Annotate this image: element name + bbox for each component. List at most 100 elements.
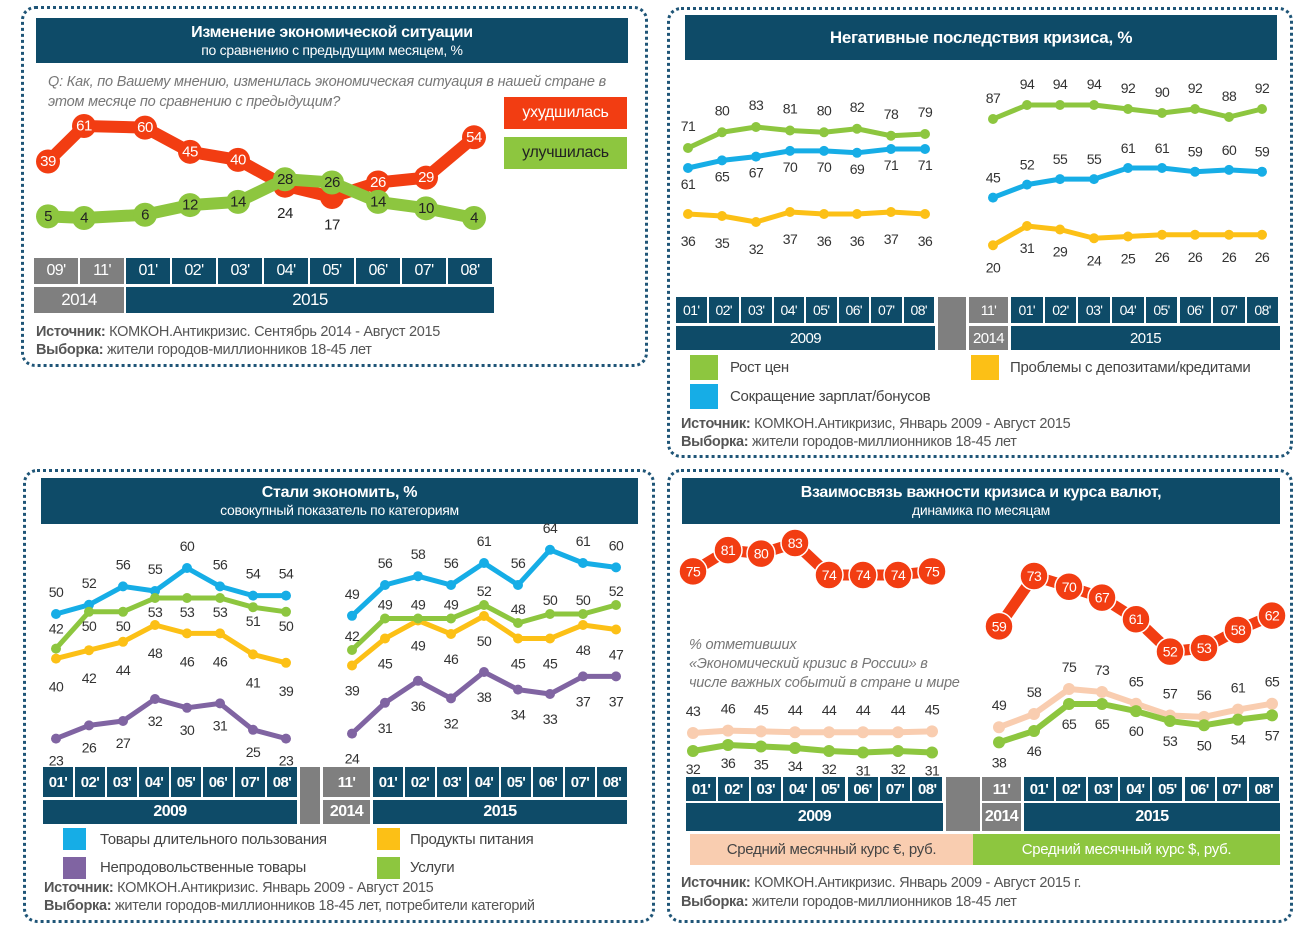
- month-cell: 05': [1152, 777, 1183, 801]
- data-label: 12: [182, 197, 198, 214]
- data-point: [886, 144, 896, 154]
- source-label: Источник:: [681, 875, 751, 891]
- data-label: 36: [681, 233, 696, 249]
- data-point: [1224, 112, 1234, 122]
- data-point: [886, 130, 896, 141]
- data-label: 37: [609, 693, 624, 709]
- data-point: [755, 725, 767, 738]
- data-label: 45: [182, 143, 198, 160]
- data-point: [150, 694, 160, 704]
- data-label: 44: [822, 702, 837, 718]
- data-point: [413, 571, 423, 582]
- data-point: [118, 606, 128, 617]
- month-cell: 07': [879, 777, 911, 801]
- data-label: 29: [418, 169, 434, 186]
- data-point: [215, 593, 225, 603]
- data-label: 65: [1265, 674, 1280, 690]
- data-label: 27: [116, 735, 131, 751]
- chart-title: Изменение экономической ситуации: [191, 23, 473, 41]
- data-label: 70: [783, 159, 798, 175]
- data-label: 92: [1255, 80, 1270, 96]
- data-point: [857, 726, 869, 739]
- data-label: 52: [609, 583, 624, 599]
- series-line: [55, 565, 286, 617]
- axis-gap-block: [946, 777, 980, 831]
- data-point: [1022, 221, 1032, 231]
- month-cell: 01': [1011, 297, 1043, 323]
- legend-label: Продукты питания: [410, 831, 534, 848]
- data-label: 49: [411, 597, 426, 613]
- sample-text: жители городов-миллионников 18-45 лет, п…: [115, 898, 535, 914]
- legend-bar: Средний месячный курс $, руб.: [973, 834, 1280, 865]
- series-line: [686, 124, 926, 151]
- survey-question: Q: Как, по Вашему мнению, изменилась эко…: [48, 74, 606, 110]
- chart-note: % отметивших «Экономический кризис в Рос…: [689, 636, 1009, 693]
- data-point: [281, 657, 291, 668]
- data-label: 46: [180, 653, 195, 669]
- month-cell: 08': [912, 777, 943, 801]
- sample-text: жители городов-миллионников 18-45 лет: [752, 434, 1017, 450]
- source-label: Источник:: [681, 416, 751, 432]
- data-point: [611, 600, 621, 610]
- data-point: [713, 535, 743, 565]
- data-label: 94: [1053, 76, 1068, 92]
- data-label: 60: [137, 119, 153, 136]
- data-point: [1096, 685, 1108, 698]
- data-point: [1063, 683, 1075, 695]
- data-label: 56: [444, 555, 459, 571]
- data-label: 4: [470, 210, 478, 227]
- source-line: Источник: КОМКОН.Антикризис. Сентябрь 20…: [36, 323, 440, 341]
- data-label: 40: [49, 679, 64, 695]
- data-point: [446, 613, 456, 624]
- data-label: 79: [918, 104, 933, 120]
- data-point: [51, 653, 61, 664]
- chart-header: Стали экономить, % совокупный показатель…: [41, 478, 638, 524]
- axis-gap-block: [938, 297, 966, 350]
- data-label: 41: [246, 674, 261, 690]
- data-label: 80: [817, 102, 832, 118]
- data-point: [226, 147, 250, 172]
- month-cell: 02': [718, 777, 749, 801]
- data-point: [380, 580, 390, 590]
- data-label: 71: [681, 118, 696, 134]
- data-label: 94: [1020, 76, 1035, 92]
- month-cell: 08': [903, 297, 934, 323]
- data-label: 46: [1027, 743, 1042, 759]
- data-point: [746, 538, 776, 569]
- data-label: 33: [543, 711, 558, 727]
- data-label: 78: [884, 106, 899, 122]
- data-label: 26: [1155, 249, 1170, 265]
- data-point: [1257, 104, 1267, 114]
- chart-3-plot: 50 52 56 55 60 56 54 54 49 56 58 56 61 56 64 61 60 40 42 44…: [49, 520, 625, 769]
- data-point: [984, 611, 1014, 642]
- data-point: [273, 167, 297, 192]
- data-label: 51: [246, 613, 261, 629]
- data-point: [1055, 100, 1065, 110]
- data-point: [857, 746, 869, 759]
- data-point: [72, 206, 96, 230]
- data-label: 55: [1053, 151, 1068, 167]
- data-label: 30: [180, 722, 195, 738]
- data-label: 56: [378, 555, 393, 571]
- data-point: [926, 725, 938, 738]
- data-label: 80: [754, 546, 769, 562]
- data-label: 92: [1188, 80, 1203, 96]
- month-cell: 04': [773, 297, 804, 323]
- data-point: [1019, 561, 1049, 591]
- data-point: [751, 151, 761, 162]
- month-cell: 06': [1179, 297, 1211, 323]
- chart-subtitle: динамика по месяцам: [911, 502, 1051, 518]
- data-point: [683, 143, 693, 153]
- data-point: [717, 155, 727, 166]
- data-label: 49: [378, 597, 393, 613]
- legend-label: Сокращение зарплат/бонусов: [730, 388, 931, 405]
- data-label: 56: [1197, 687, 1212, 703]
- data-label: 39: [279, 683, 294, 699]
- chart-title: Стали экономить, %: [261, 484, 418, 501]
- data-point: [347, 645, 357, 655]
- series-3: [51, 667, 621, 744]
- data-point: [611, 624, 621, 635]
- data-point: [479, 558, 489, 568]
- year-cell: 2009: [686, 803, 943, 831]
- data-point: [462, 125, 486, 150]
